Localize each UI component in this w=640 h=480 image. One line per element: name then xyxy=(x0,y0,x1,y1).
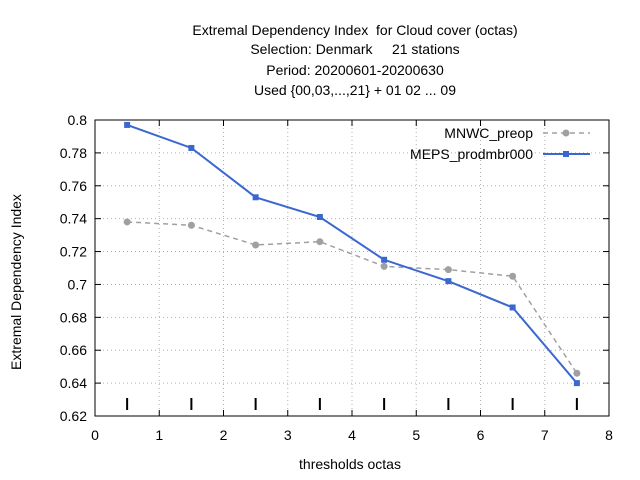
data-point-MNWC_preop xyxy=(316,238,324,246)
y-tick-label: 0.64 xyxy=(60,375,87,391)
x-axis-label: thresholds octas xyxy=(299,456,401,472)
data-point-MEPS_prodmbr000 xyxy=(381,256,388,263)
legend-label-MEPS_prodmbr000: MEPS_prodmbr000 xyxy=(410,146,533,162)
y-tick-label: 0.68 xyxy=(60,309,87,325)
data-point-MEPS_prodmbr000 xyxy=(188,144,195,151)
chart-title-line-4: Used {00,03,...,21} + 01 02 ... 09 xyxy=(254,82,456,98)
legend-marker-MNWC_preop xyxy=(562,129,570,137)
x-tick-label: 7 xyxy=(541,427,549,443)
y-tick-label: 0.8 xyxy=(68,112,88,128)
x-tick-label: 4 xyxy=(348,427,356,443)
data-point-MEPS_prodmbr000 xyxy=(445,278,452,285)
chart-title-line-1: Extremal Dependency Index for Cloud cove… xyxy=(192,22,518,38)
data-point-MNWC_preop xyxy=(509,272,517,280)
y-tick-label: 0.66 xyxy=(60,342,87,358)
chart-title-line-3: Period: 20200601-20200630 xyxy=(266,62,444,78)
legend-label-MNWC_preop: MNWC_preop xyxy=(444,125,533,141)
y-axis-label: Extremal Dependency Index xyxy=(8,194,24,370)
data-point-MNWC_preop xyxy=(187,221,195,229)
y-tick-label: 0.72 xyxy=(60,244,87,260)
x-tick-label: 5 xyxy=(412,427,420,443)
x-tick-label: 1 xyxy=(155,427,163,443)
x-tick-label: 2 xyxy=(220,427,228,443)
data-point-MEPS_prodmbr000 xyxy=(573,380,580,387)
x-tick-label: 8 xyxy=(605,427,613,443)
data-point-MEPS_prodmbr000 xyxy=(316,214,323,221)
series-line-MEPS_prodmbr000 xyxy=(126,123,578,384)
x-tick-label: 3 xyxy=(284,427,292,443)
legend-marker-MEPS_prodmbr000 xyxy=(563,151,569,157)
y-tick-label: 0.62 xyxy=(60,408,87,424)
data-point-MEPS_prodmbr000 xyxy=(124,121,131,128)
data-point-MNWC_preop xyxy=(380,262,388,270)
y-tick-label: 0.7 xyxy=(68,276,88,292)
data-point-MEPS_prodmbr000 xyxy=(509,304,516,311)
y-tick-label: 0.78 xyxy=(60,145,87,161)
data-point-MEPS_prodmbr000 xyxy=(252,194,259,201)
y-tick-label: 0.76 xyxy=(60,178,87,194)
chart-title-line-2: Selection: Denmark 21 stations xyxy=(250,41,460,57)
data-point-MNWC_preop xyxy=(573,369,581,377)
data-point-MNWC_preop xyxy=(123,218,131,226)
x-tick-label: 0 xyxy=(91,427,99,443)
x-tick-label: 6 xyxy=(477,427,485,443)
y-tick-label: 0.74 xyxy=(60,211,87,227)
data-point-MNWC_preop xyxy=(444,266,452,274)
data-point-MNWC_preop xyxy=(252,241,260,249)
series-line-MNWC_preop xyxy=(127,221,578,374)
